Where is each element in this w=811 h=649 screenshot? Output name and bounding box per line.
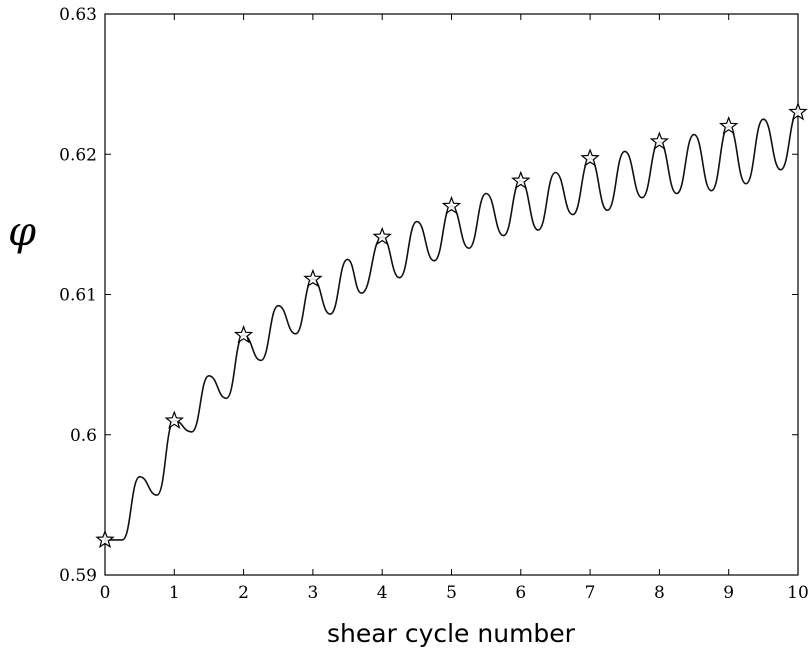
y-tick-label: 0.63 — [59, 5, 97, 25]
star-marker — [718, 115, 739, 135]
star-marker — [372, 226, 392, 246]
x-axis-ticks: 0 1 2 3 4 5 6 7 8 9 10 — [100, 14, 809, 603]
star-marker — [303, 268, 323, 288]
x-tick-label: 7 — [585, 583, 596, 603]
x-tick-label: 10 — [787, 583, 809, 603]
y-tick-label: 0.61 — [59, 286, 97, 306]
star-markers — [95, 101, 808, 549]
x-tick-label: 6 — [515, 583, 526, 603]
x-tick-label: 9 — [723, 583, 734, 603]
star-marker — [164, 410, 185, 429]
x-tick-label: 2 — [238, 583, 249, 603]
y-axis-ticks: 0.59 0.6 0.61 0.62 0.63 — [59, 5, 798, 586]
star-marker — [649, 131, 670, 150]
x-tick-label: 0 — [100, 583, 111, 603]
y-tick-label: 0.62 — [59, 145, 97, 165]
x-tick-label: 8 — [654, 583, 665, 603]
x-tick-label: 4 — [377, 583, 388, 603]
star-marker — [580, 148, 600, 167]
star-marker — [441, 195, 462, 215]
x-tick-label: 1 — [169, 583, 180, 603]
y-axis-label: φ — [8, 209, 36, 255]
plot-frame — [104, 13, 799, 576]
y-tick-label: 0.59 — [59, 566, 97, 586]
star-marker — [95, 529, 115, 549]
star-marker — [233, 324, 254, 344]
star-marker — [788, 101, 808, 121]
phi-series-line — [105, 111, 799, 541]
x-tick-label: 5 — [446, 583, 457, 603]
star-marker — [511, 170, 531, 190]
y-tick-label: 0.6 — [70, 426, 97, 446]
x-axis-label: shear cycle number — [327, 619, 576, 648]
x-tick-label: 3 — [307, 583, 318, 603]
